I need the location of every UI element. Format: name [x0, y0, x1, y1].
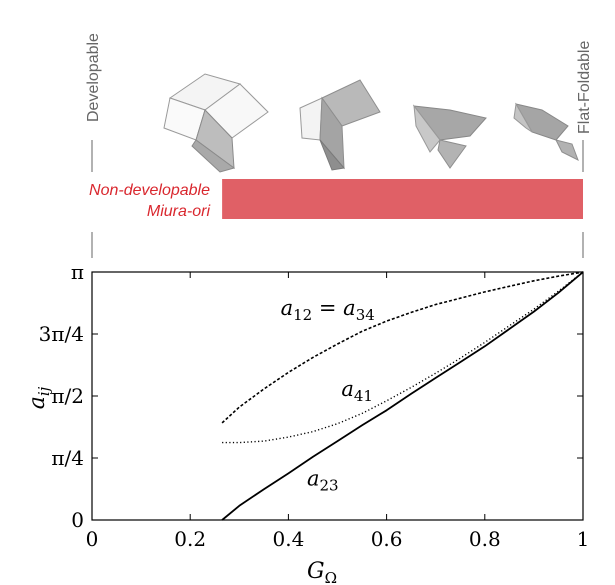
y-tick-label: π/4 [51, 446, 84, 470]
almost-flat-folded-miura-icon [513, 102, 579, 162]
curve-label-2: a23 [307, 466, 339, 494]
x-tick-label: 1 [577, 527, 590, 551]
developable-miura-fold-icon [163, 73, 269, 173]
series-line-2 [221, 271, 584, 521]
y-tick-label: 0 [71, 508, 84, 532]
x-tick-label: 0.2 [174, 527, 206, 551]
non-developable-miura-band [222, 179, 584, 219]
x-tick-label: 0.4 [272, 527, 304, 551]
curves [221, 271, 584, 521]
y-tick-label: π [71, 260, 84, 284]
plot-area: 0 0.2 0.4 0.6 0.8 1 0 π/4 π/2 3π/4 π a12 = a34 a41… [39, 260, 590, 551]
flat-foldable-label: Flat-Foldable [576, 41, 593, 134]
developable-label: Developable [85, 33, 102, 122]
y-axis-label: aij [25, 386, 53, 409]
x-ticks: 0 0.2 0.4 0.6 0.8 1 [86, 272, 590, 551]
y-ticks: 0 π/4 π/2 3π/4 π [39, 260, 583, 532]
curve-label-0: a12 = a34 [281, 296, 375, 324]
series-line-0 [221, 271, 584, 424]
band-label-line2: Miura-ori [147, 203, 211, 220]
x-tick-label: 0 [86, 527, 99, 551]
partially-folded-miura-icon [299, 79, 381, 171]
header-guides [91, 140, 584, 258]
y-tick-label: 3π/4 [39, 322, 84, 346]
x-tick-label: 0.8 [469, 527, 501, 551]
x-axis-label: GΩ [307, 559, 337, 585]
y-tick-label: π/2 [51, 384, 84, 408]
x-axis-label-sub: Ω [325, 569, 337, 585]
band-label-line1: Non-developable [89, 182, 210, 199]
series-line-1 [222, 271, 584, 444]
x-tick-label: 0.6 [371, 527, 403, 551]
y-axis-label-sub: ij [35, 386, 53, 396]
nearly-flat-folded-miura-icon [412, 104, 487, 169]
curve-annotations: a12 = a34 a41 a23 [281, 296, 375, 495]
curve-label-1: a41 [341, 377, 373, 405]
